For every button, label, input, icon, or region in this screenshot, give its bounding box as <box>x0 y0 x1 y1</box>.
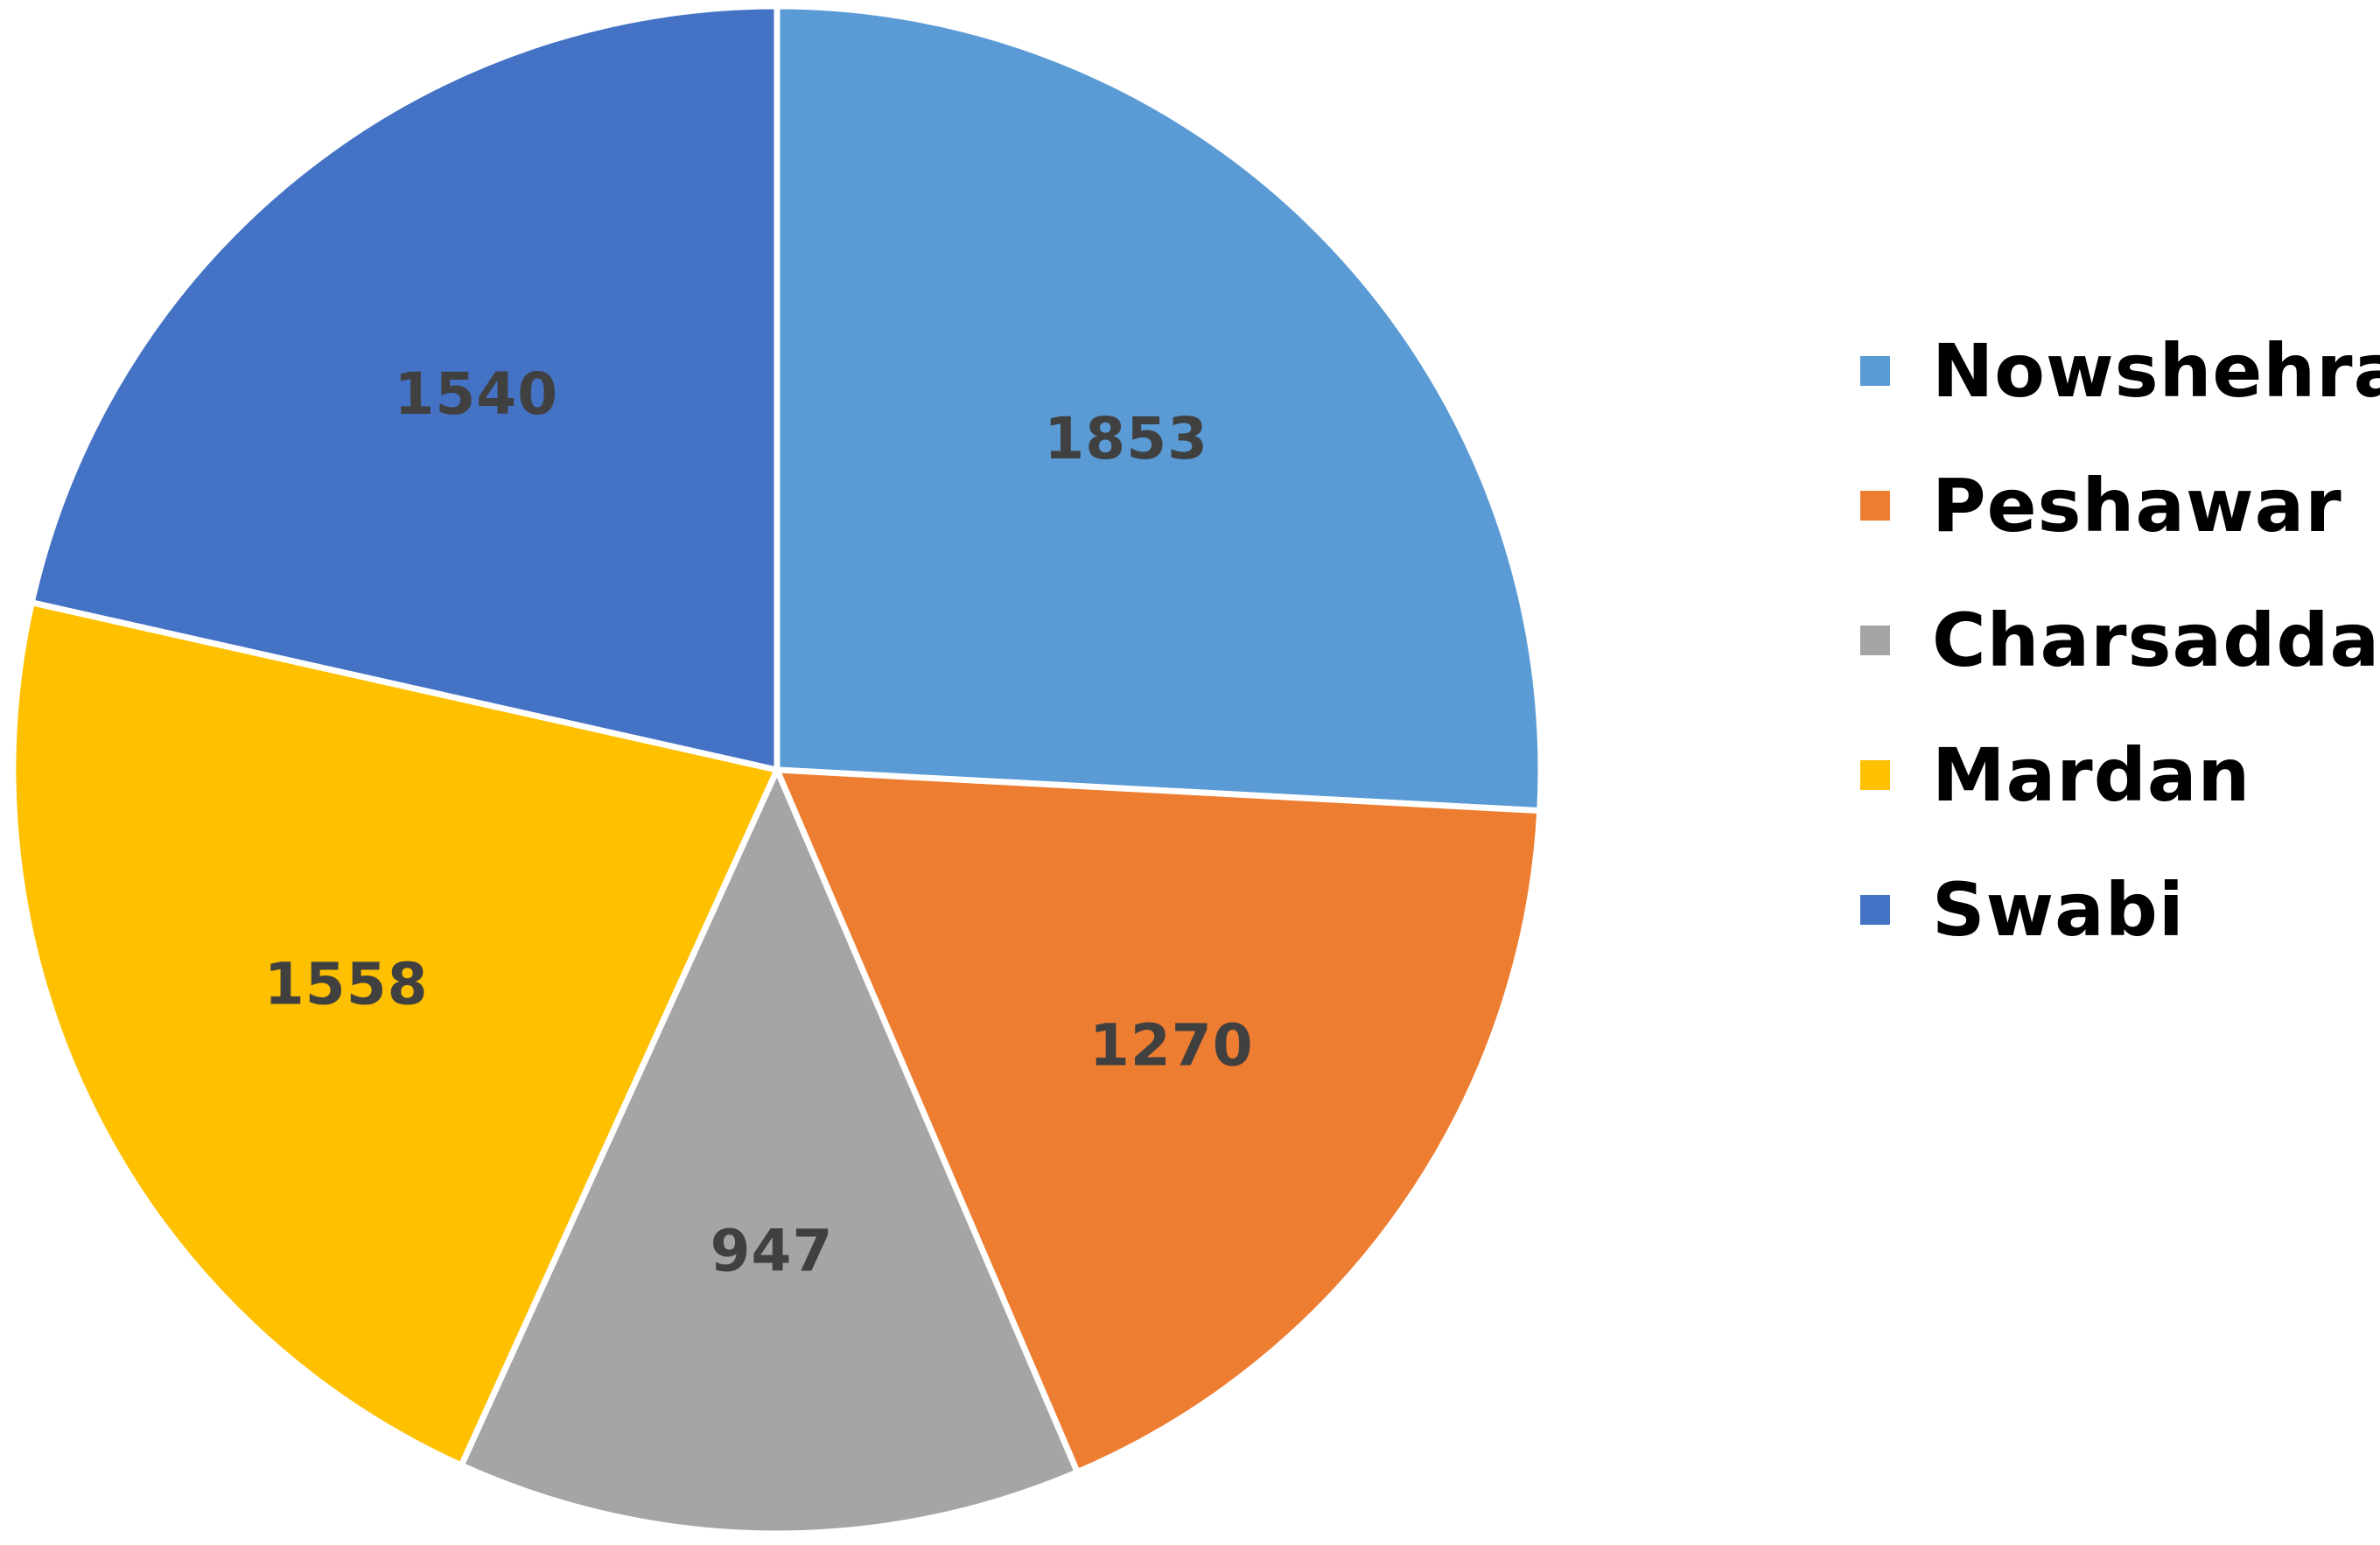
legend: Nowshehra Peshawar Charsadda Mardan Swabi <box>1860 328 2380 953</box>
pie-slice-swabi[interactable] <box>28 3 780 773</box>
legend-item-nowshehra[interactable]: Nowshehra <box>1860 328 2380 414</box>
legend-item-charsadda[interactable]: Charsadda <box>1860 598 2380 683</box>
legend-swatch-nowshehra <box>1860 356 1890 386</box>
pie-slices <box>10 3 1544 1537</box>
pie-slice-nowshehra[interactable] <box>774 3 1544 814</box>
pie-data-labels: 1853 1270 947 1558 1540 <box>264 360 1254 1285</box>
legend-swatch-charsadda <box>1860 626 1890 655</box>
data-label-charsadda: 947 <box>710 1218 834 1285</box>
legend-label-nowshehra: Nowshehra <box>1932 328 2380 414</box>
legend-swatch-swabi <box>1860 895 1890 925</box>
legend-label-peshawar: Peshawar <box>1932 463 2342 549</box>
legend-swatch-peshawar <box>1860 491 1890 521</box>
legend-swatch-mardan <box>1860 760 1890 790</box>
legend-label-swabi: Swabi <box>1932 867 2185 953</box>
legend-item-mardan[interactable]: Mardan <box>1860 732 2250 818</box>
data-label-mardan: 1558 <box>264 951 429 1018</box>
legend-label-mardan: Mardan <box>1932 732 2250 818</box>
pie-slice-peshawar[interactable] <box>774 766 1544 1476</box>
legend-item-swabi[interactable]: Swabi <box>1860 867 2185 953</box>
pie-slice-mardan[interactable] <box>10 599 780 1469</box>
data-label-swabi: 1540 <box>394 360 558 428</box>
pie-slice-charsadda[interactable] <box>458 766 1081 1537</box>
legend-label-charsadda: Charsadda <box>1932 598 2380 683</box>
data-label-peshawar: 1270 <box>1089 1012 1254 1080</box>
legend-item-peshawar[interactable]: Peshawar <box>1860 463 2342 549</box>
data-label-nowshehra: 1853 <box>1044 405 1208 472</box>
